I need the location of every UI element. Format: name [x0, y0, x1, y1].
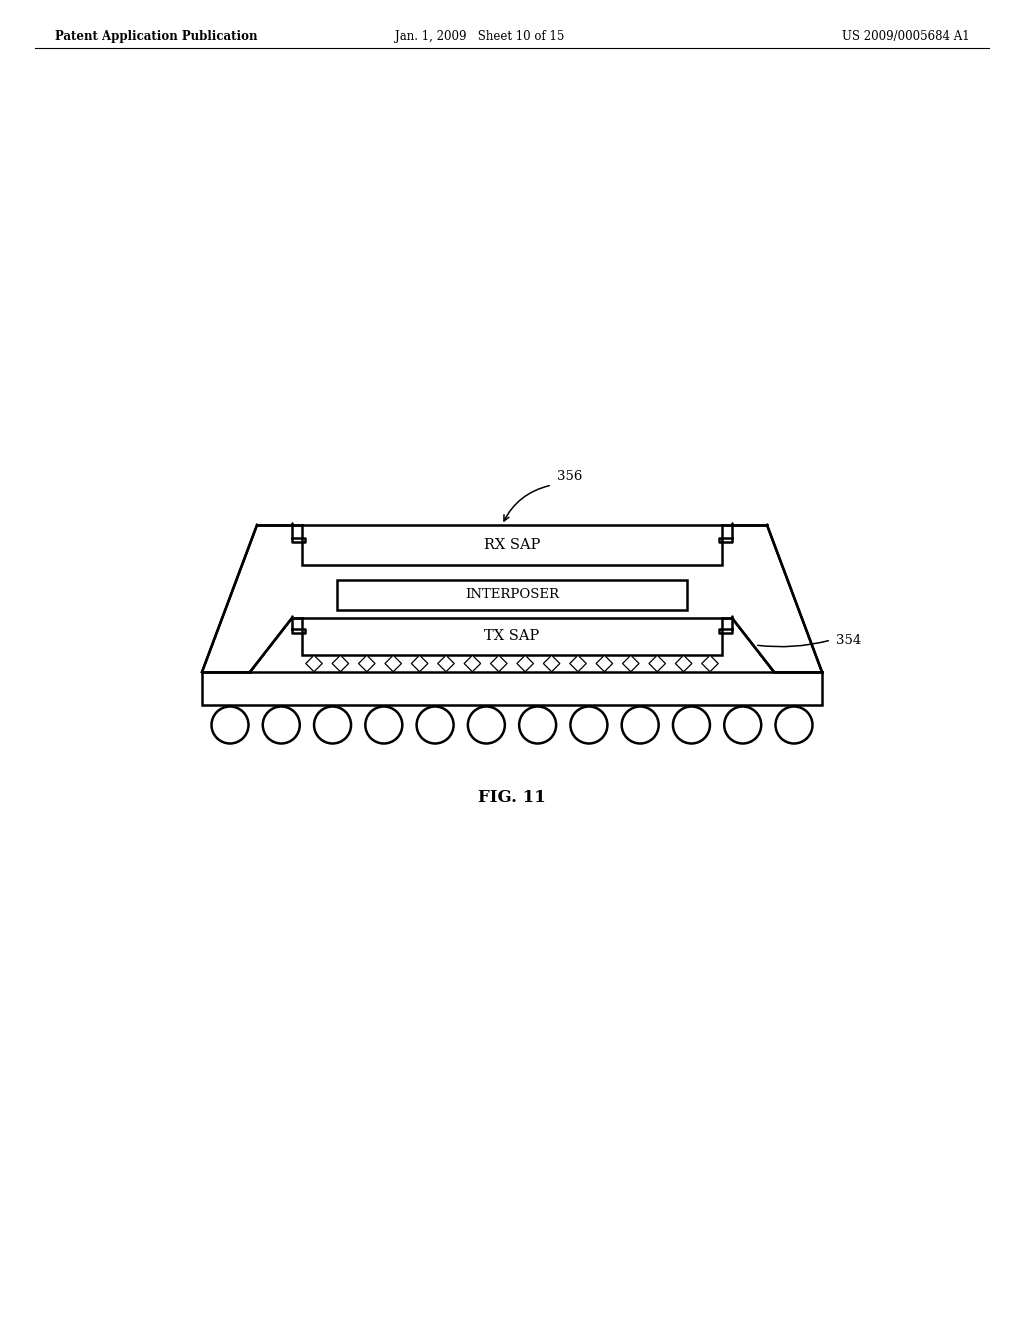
Circle shape — [570, 706, 607, 743]
Circle shape — [724, 706, 761, 743]
Text: 354: 354 — [836, 634, 861, 647]
Text: Patent Application Publication: Patent Application Publication — [55, 30, 257, 44]
Circle shape — [212, 706, 249, 743]
Polygon shape — [649, 655, 666, 672]
Polygon shape — [517, 655, 534, 672]
Text: TX SAP: TX SAP — [484, 630, 540, 644]
Polygon shape — [464, 655, 480, 672]
Circle shape — [366, 706, 402, 743]
Circle shape — [519, 706, 556, 743]
Circle shape — [314, 706, 351, 743]
Text: 356: 356 — [557, 470, 583, 483]
Polygon shape — [250, 618, 302, 672]
Polygon shape — [385, 655, 401, 672]
Circle shape — [622, 706, 658, 743]
Bar — [302, 525, 722, 565]
Text: FIG. 11: FIG. 11 — [478, 789, 546, 807]
Polygon shape — [202, 525, 302, 672]
Bar — [337, 579, 687, 610]
Polygon shape — [544, 655, 560, 672]
Circle shape — [468, 706, 505, 743]
Bar — [302, 618, 722, 655]
Polygon shape — [490, 655, 507, 672]
Polygon shape — [412, 655, 428, 672]
Text: Jan. 1, 2009   Sheet 10 of 15: Jan. 1, 2009 Sheet 10 of 15 — [395, 30, 564, 44]
Polygon shape — [358, 655, 375, 672]
Bar — [202, 672, 822, 705]
Polygon shape — [332, 655, 348, 672]
Text: RX SAP: RX SAP — [483, 539, 541, 552]
Circle shape — [263, 706, 300, 743]
Polygon shape — [701, 655, 718, 672]
Text: US 2009/0005684 A1: US 2009/0005684 A1 — [843, 30, 970, 44]
Polygon shape — [722, 525, 822, 672]
Polygon shape — [676, 655, 692, 672]
Polygon shape — [569, 655, 587, 672]
Polygon shape — [623, 655, 639, 672]
Circle shape — [673, 706, 710, 743]
Text: INTERPOSER: INTERPOSER — [465, 589, 559, 602]
Circle shape — [775, 706, 812, 743]
Circle shape — [417, 706, 454, 743]
Polygon shape — [596, 655, 612, 672]
Polygon shape — [722, 618, 774, 672]
Polygon shape — [437, 655, 455, 672]
Polygon shape — [306, 655, 323, 672]
